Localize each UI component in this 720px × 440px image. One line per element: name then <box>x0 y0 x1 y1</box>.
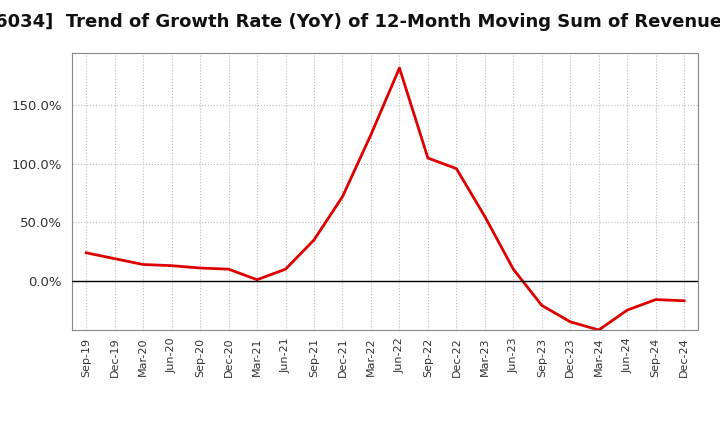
Text: [6034]  Trend of Growth Rate (YoY) of 12-Month Moving Sum of Revenues: [6034] Trend of Growth Rate (YoY) of 12-… <box>0 13 720 31</box>
